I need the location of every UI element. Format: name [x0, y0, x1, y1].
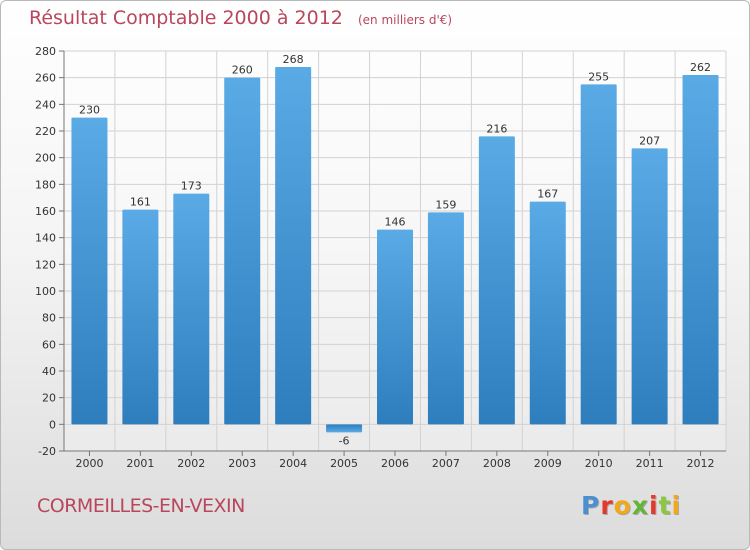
value-label-2004: 268: [283, 53, 304, 66]
y-tick-label: 160: [35, 205, 56, 218]
bar-2005: [326, 424, 363, 433]
chart-title: Résultat Comptable 2000 à 2012: [29, 7, 343, 29]
value-label-2005: -6: [339, 434, 350, 447]
value-label-2001: 161: [130, 196, 151, 209]
y-tick-label: 220: [35, 125, 56, 138]
x-tick-label-2002: 2002: [177, 457, 205, 470]
logo-letter: P: [581, 491, 601, 520]
y-tick-label: 20: [42, 392, 56, 405]
label-layer: 230 161 173 260 268 -6 146 159 216 167 255 207 262: [79, 53, 711, 447]
x-tick-label-2008: 2008: [483, 457, 511, 470]
y-tick-label: 100: [35, 285, 56, 298]
x-tick-label-2003: 2003: [228, 457, 256, 470]
value-label-2003: 260: [232, 64, 253, 77]
bar-2004: [275, 67, 312, 425]
bar-2007: [427, 212, 464, 425]
value-label-2009: 167: [537, 188, 558, 201]
value-label-2000: 230: [79, 104, 100, 117]
x-tick-label-2012: 2012: [687, 457, 715, 470]
logo-letter: r: [600, 491, 614, 520]
title-block: Résultat Comptable 2000 à 2012 (en milli…: [29, 7, 452, 29]
y-tick-label: 60: [42, 338, 56, 351]
chart-subtitle: (en milliers d'€): [357, 13, 453, 27]
value-label-2007: 159: [435, 198, 456, 211]
bar-2010: [580, 84, 617, 425]
x-tick-label-2001: 2001: [126, 457, 154, 470]
x-tick-label-2007: 2007: [432, 457, 460, 470]
y-tick-label: 180: [35, 178, 56, 191]
x-tick-label-2005: 2005: [330, 457, 358, 470]
x-tick-label-2009: 2009: [534, 457, 562, 470]
value-label-2008: 216: [486, 122, 507, 135]
value-label-2002: 173: [181, 180, 202, 193]
axis-layer: -200204060801001201401601802002202402602…: [35, 45, 726, 470]
x-tick-label-2004: 2004: [279, 457, 307, 470]
value-label-2011: 207: [639, 134, 660, 147]
y-tick-label: 280: [35, 45, 56, 58]
bar-2008: [478, 136, 515, 425]
y-tick-label: 0: [49, 418, 56, 431]
logo-letter: o: [613, 491, 632, 520]
logo-letter: x: [631, 491, 649, 520]
y-tick-label: 40: [42, 365, 56, 378]
x-tick-label-2006: 2006: [381, 457, 409, 470]
x-tick-label-2000: 2000: [75, 457, 103, 470]
x-tick-label-2010: 2010: [585, 457, 613, 470]
commune-name: CORMEILLES-EN-VEXIN: [37, 495, 245, 517]
bar-layer: [71, 67, 719, 433]
bar-2012: [682, 75, 719, 425]
y-tick-label: 260: [35, 72, 56, 85]
bar-2011: [631, 148, 668, 425]
bar-2002: [173, 193, 210, 425]
logo-letter: i: [671, 491, 682, 520]
logo-letter: t: [658, 491, 672, 520]
bar-2009: [529, 201, 566, 425]
value-label-2012: 262: [690, 61, 711, 74]
value-label-2006: 146: [385, 216, 406, 229]
x-tick-label-2011: 2011: [636, 457, 664, 470]
logo-letter: i: [649, 491, 659, 520]
bar-2003: [224, 77, 261, 425]
bar-2000: [71, 117, 108, 425]
y-tick-label: 240: [35, 98, 56, 111]
y-tick-label: -20: [38, 445, 56, 458]
value-label-2010: 255: [588, 70, 609, 83]
bar-2001: [122, 209, 159, 425]
y-tick-label: 140: [35, 232, 56, 245]
y-tick-label: 200: [35, 152, 56, 165]
y-tick-label: 120: [35, 258, 56, 271]
bar-2006: [377, 229, 413, 425]
y-tick-label: 80: [42, 312, 56, 325]
proxiti-logo[interactable]: Proxiti: [581, 491, 681, 520]
